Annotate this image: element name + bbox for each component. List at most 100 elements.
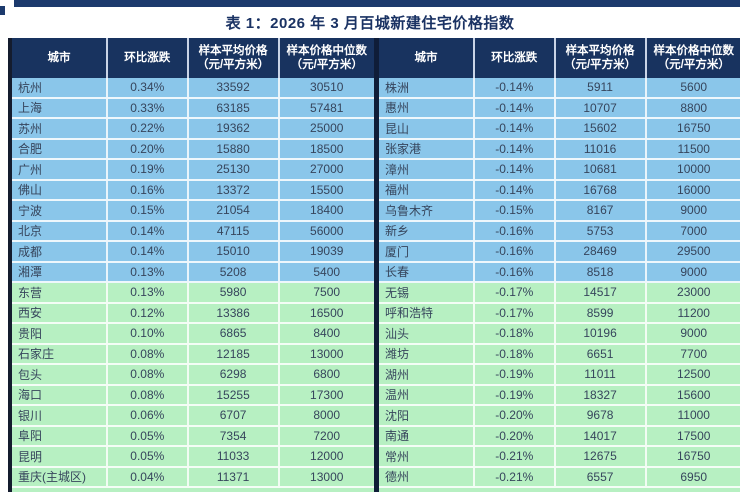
avg-price-cell: 19362 xyxy=(189,119,280,138)
right-table-header: 城市 环比涨跌 样本平均价格 （元/平方米） 样本价格中位数 （元/平方米） xyxy=(379,38,740,78)
median-price-cell: 11200 xyxy=(677,305,710,320)
median-price-cell: 30510 xyxy=(310,80,344,95)
median-price-cell: 15500 xyxy=(310,182,344,197)
city-cell: 银川 xyxy=(12,406,108,425)
city-cell: 常州 xyxy=(379,447,475,466)
avg-price-cell: 5980 xyxy=(189,283,280,302)
table-row: 乌鲁木齐 -0.15% 8167 9000 xyxy=(379,201,740,222)
table-row: 东营 0.13% 5980 7500 xyxy=(12,283,374,304)
city-cell: 温州 xyxy=(379,385,475,404)
change-cell: -0.14% xyxy=(475,139,556,158)
change-cell: -0.21% xyxy=(475,467,556,486)
city-cell: 成都 xyxy=(12,242,108,261)
change-cell: -0.16% xyxy=(475,262,556,281)
column-header-avg-price-cell: 样本平均价格 （元/平方米） xyxy=(189,38,280,78)
city-cell: 上海 xyxy=(12,98,108,117)
city-cell: 沈阳 xyxy=(379,406,475,425)
city-cell: 漳州 xyxy=(379,160,475,179)
avg-price-cell: 6707 xyxy=(189,406,280,425)
city-cell: 株洲 xyxy=(379,78,475,97)
median-price-cell: 7200 xyxy=(313,428,341,443)
change-cell: -0.14% xyxy=(475,160,556,179)
median-price-cell: 16000 xyxy=(677,182,711,197)
city-cell: 乌鲁木齐 xyxy=(379,201,475,220)
city-cell: 惠州 xyxy=(379,98,475,117)
median-price-cell: 5400 xyxy=(313,264,341,279)
avg-price-cell: 18327 xyxy=(556,385,647,404)
column-header-change-cell: 环比涨跌 xyxy=(475,38,556,78)
top-accent-tick xyxy=(0,6,5,15)
median-price-cell: 16750 xyxy=(677,121,711,136)
change-cell: -0.15% xyxy=(475,201,556,220)
change-cell: -0.16% xyxy=(475,221,556,240)
avg-price-cell: 9678 xyxy=(556,406,647,425)
table-row: 南通 -0.20% 14017 17500 xyxy=(379,426,740,447)
change-cell: 0.22% xyxy=(108,119,189,138)
median-price-cell: 56000 xyxy=(310,223,344,238)
change-cell: 0.33% xyxy=(108,98,189,117)
change-cell: 0.04% xyxy=(108,467,189,486)
avg-price-cell: 6298 xyxy=(189,365,280,384)
avg-price-cell: 14017 xyxy=(556,426,647,445)
median-price-cell: 5600 xyxy=(680,80,708,95)
table-row: 昆明 0.05% 11033 12000 xyxy=(12,447,374,468)
change-cell: 0.13% xyxy=(108,262,189,281)
change-cell: -0.14% xyxy=(475,180,556,199)
city-cell: 阜阳 xyxy=(12,426,108,445)
table-title: 表 1：2026 年 3 月百城新建住宅价格指数 xyxy=(225,15,515,32)
city-cell: 昆山 xyxy=(379,119,475,138)
avg-price-cell: 13372 xyxy=(189,180,280,199)
table-row: 合肥 0.20% 15880 18500 xyxy=(12,139,374,160)
city-cell: 德州 xyxy=(379,467,475,486)
table-row: 无锡 -0.17% 14517 23000 xyxy=(379,283,740,304)
avg-price-cell: 63185 xyxy=(189,98,280,117)
table-row: 宁波 0.15% 21054 18400 xyxy=(12,201,374,222)
change-cell: 0.08% xyxy=(108,385,189,404)
median-price-cell: 15600 xyxy=(677,387,711,402)
left-table: 城市 环比涨跌 样本平均价格 （元/平方米） 样本价格中位数 （元/平方米） 杭州 0.… xyxy=(12,38,374,492)
change-cell: 0.12% xyxy=(108,303,189,322)
table-row: 银川 0.06% 6707 8000 xyxy=(12,406,374,427)
table-row: 广州 0.19% 25130 27000 xyxy=(12,160,374,181)
change-cell: 0.10% xyxy=(108,324,189,343)
city-cell: 长春 xyxy=(379,262,475,281)
median-price-cell: 8800 xyxy=(680,100,708,115)
table-row: 温州 -0.19% 18327 15600 xyxy=(379,385,740,406)
avg-price-cell: 13386 xyxy=(189,303,280,322)
change-cell: 0.14% xyxy=(108,221,189,240)
city-cell: 合肥 xyxy=(12,139,108,158)
column-header-city-cell: 城市 xyxy=(379,38,475,78)
median-price-cell: 11500 xyxy=(677,141,710,156)
city-cell: 东营 xyxy=(12,283,108,302)
table-row: 上海 0.33% 63185 57481 xyxy=(12,98,374,119)
avg-price-cell: 10681 xyxy=(556,160,647,179)
table-row: 长春 -0.16% 8518 9000 xyxy=(379,262,740,283)
table-row: 漳州 -0.14% 10681 10000 xyxy=(379,160,740,181)
city-cell: 潍坊 xyxy=(379,344,475,363)
avg-price-cell: 16768 xyxy=(556,180,647,199)
table-row: 湖州 -0.19% 11011 12500 xyxy=(379,365,740,386)
median-price-cell: 18400 xyxy=(310,203,344,218)
change-cell: -0.17% xyxy=(475,303,556,322)
city-cell: 石家庄 xyxy=(12,344,108,363)
avg-price-cell: 14517 xyxy=(556,283,647,302)
city-cell: 汕头 xyxy=(379,324,475,343)
change-cell: -0.17% xyxy=(475,283,556,302)
table-row: 常州 -0.21% 12675 16750 xyxy=(379,447,740,468)
change-cell: -0.19% xyxy=(475,385,556,404)
avg-price-cell: 10707 xyxy=(556,98,647,117)
median-price-cell: 16500 xyxy=(310,305,344,320)
city-cell: 无锡 xyxy=(379,283,475,302)
avg-price-cell: 12675 xyxy=(556,447,647,466)
change-cell: 0.15% xyxy=(108,201,189,220)
right-table: 城市 环比涨跌 样本平均价格 （元/平方米） 样本价格中位数 （元/平方米） 株洲 -0… xyxy=(379,38,740,492)
table-row: 沈阳 -0.20% 9678 11000 xyxy=(379,406,740,427)
city-cell: 新乡 xyxy=(379,221,475,240)
change-cell: 0.13% xyxy=(108,283,189,302)
median-price-cell: 6950 xyxy=(680,469,708,484)
median-price-cell: 11000 xyxy=(677,408,710,423)
table-row: 厦门 -0.16% 28469 29500 xyxy=(379,242,740,263)
median-price-cell: 12000 xyxy=(310,449,344,464)
city-cell: 杭州 xyxy=(12,78,108,97)
avg-price-cell: 25130 xyxy=(189,160,280,179)
